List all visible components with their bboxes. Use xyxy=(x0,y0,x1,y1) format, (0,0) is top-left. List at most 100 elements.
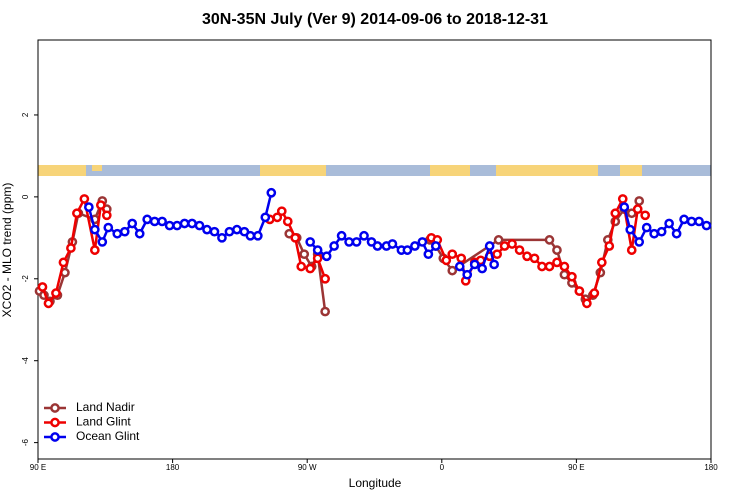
data-point xyxy=(209,226,220,237)
data-point xyxy=(596,257,607,268)
land-band xyxy=(92,165,102,171)
data-point xyxy=(72,208,82,219)
y-tick-label: 2 xyxy=(21,112,30,117)
land-band xyxy=(496,165,598,176)
legend-label: Land Glint xyxy=(76,415,131,429)
y-tick-label: -2 xyxy=(21,275,30,283)
data-point xyxy=(544,261,555,272)
data-point xyxy=(617,194,628,204)
y-tick-label: 0 xyxy=(21,194,30,199)
data-point xyxy=(493,235,504,245)
data-point xyxy=(632,204,643,215)
data-point xyxy=(522,251,532,262)
data-point xyxy=(51,288,61,298)
data-point xyxy=(321,251,332,262)
y-tick-label: -6 xyxy=(21,439,30,447)
land-band xyxy=(430,165,470,176)
data-point xyxy=(694,216,704,227)
data-point xyxy=(454,261,465,272)
data-point xyxy=(423,249,434,260)
data-point xyxy=(217,232,227,243)
data-point xyxy=(544,235,555,245)
data-point xyxy=(202,224,212,235)
series-line xyxy=(87,192,708,277)
data-point xyxy=(625,224,636,235)
land-band xyxy=(38,165,86,176)
y-tick-label: -4 xyxy=(21,357,30,365)
data-point xyxy=(312,253,323,264)
land-band xyxy=(620,165,642,176)
data-point xyxy=(477,263,488,274)
y-axis-label: XCO2 - MLO trend (ppm) xyxy=(0,183,14,318)
legend-label: Land Nadir xyxy=(76,400,135,414)
data-point xyxy=(97,237,108,247)
data-point xyxy=(359,230,369,241)
data-point xyxy=(701,220,712,231)
data-point xyxy=(89,245,100,255)
data-point xyxy=(172,220,182,231)
data-point xyxy=(157,216,167,227)
data-point xyxy=(312,245,323,255)
data-point xyxy=(296,261,307,272)
x-tick-label: 90 E xyxy=(568,463,584,472)
data-point xyxy=(83,202,94,212)
x-tick-label: 90 E xyxy=(30,463,46,472)
x-axis-label: Longitude xyxy=(349,476,402,490)
data-point xyxy=(664,218,674,229)
data-point xyxy=(514,245,525,255)
legend-label: Ocean Glint xyxy=(76,429,140,443)
data-point xyxy=(260,212,271,223)
data-point xyxy=(320,273,330,284)
data-point xyxy=(489,259,499,270)
data-point xyxy=(95,200,106,210)
data-point xyxy=(79,194,90,204)
data-point xyxy=(441,255,452,266)
data-point xyxy=(649,228,660,239)
ocean-band xyxy=(38,165,711,176)
data-point xyxy=(101,210,112,221)
data-point xyxy=(447,249,458,260)
data-point xyxy=(37,282,48,292)
data-point xyxy=(344,237,354,247)
data-point xyxy=(194,220,205,231)
data-point xyxy=(282,216,293,227)
data-point xyxy=(640,210,651,221)
data-point xyxy=(619,202,630,212)
data-point xyxy=(119,226,130,237)
legend-marker xyxy=(50,432,60,442)
data-point xyxy=(266,187,277,198)
data-point xyxy=(641,222,652,233)
data-point xyxy=(567,271,577,282)
legend-marker xyxy=(50,417,60,428)
data-point xyxy=(417,237,428,247)
data-point xyxy=(127,218,138,229)
data-point xyxy=(224,226,235,237)
data-point xyxy=(671,228,682,239)
data-point xyxy=(187,218,197,229)
data-point xyxy=(299,249,310,260)
data-point xyxy=(634,196,645,206)
data-point xyxy=(447,265,458,276)
legend-marker xyxy=(50,403,60,413)
data-point xyxy=(179,218,190,229)
x-tick-label: 0 xyxy=(440,463,445,472)
data-point xyxy=(559,261,570,272)
data-point xyxy=(43,298,54,309)
plot-frame xyxy=(37,39,712,460)
data-point xyxy=(336,230,347,241)
data-point xyxy=(164,220,175,231)
data-point xyxy=(290,232,301,243)
land-ocean-band xyxy=(38,165,711,176)
data-point xyxy=(149,216,160,227)
data-point xyxy=(272,212,283,223)
data-point xyxy=(574,286,585,296)
data-point xyxy=(305,237,316,247)
data-point xyxy=(469,259,480,270)
data-point xyxy=(134,228,145,239)
data-point xyxy=(430,241,441,251)
data-point xyxy=(232,224,242,235)
series-line xyxy=(38,198,641,312)
data-point xyxy=(351,237,362,247)
